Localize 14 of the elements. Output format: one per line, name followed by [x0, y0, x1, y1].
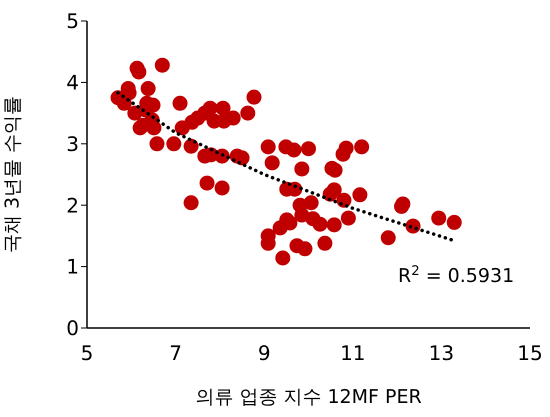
x-tick-label: 7	[169, 341, 182, 366]
x-tick-label: 11	[340, 341, 366, 366]
y-tick-label: 2	[66, 193, 79, 218]
y-tick-label: 4	[66, 70, 79, 94]
x-tick-label: 13	[428, 341, 454, 366]
annotation: R$^{2}$ = 0.5931	[398, 264, 514, 287]
x-tick-label: 9	[258, 341, 271, 366]
y-tick-label: 3	[66, 132, 79, 156]
x-axis-title: 의류 업종 지수 12MF PER	[195, 386, 422, 408]
y-tick-label: 5	[66, 9, 79, 34]
y-axis-title: 국채 3년물 수익률	[2, 96, 24, 254]
y-tick-label: 1	[66, 254, 79, 279]
x-tick-label: 15	[517, 341, 543, 366]
y-tick-label: 0	[66, 316, 79, 340]
